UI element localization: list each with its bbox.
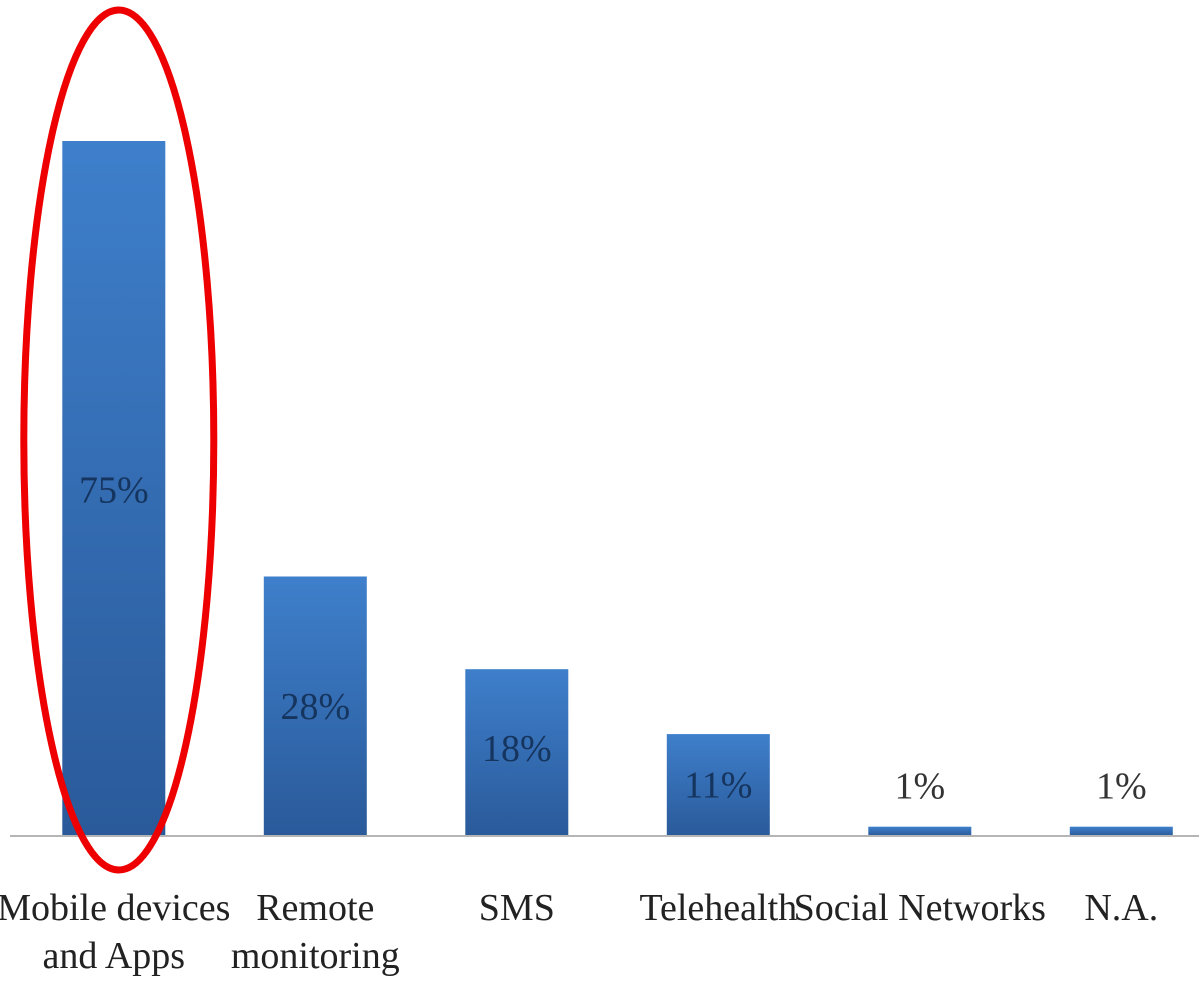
category-tick-label: Social Networks — [794, 887, 1046, 929]
bar-value-label: 11% — [684, 764, 752, 806]
bars-layer — [62, 141, 1173, 836]
bar — [465, 669, 569, 836]
bar — [263, 576, 367, 836]
bar-value-label: 1% — [1096, 766, 1147, 808]
category-tick-label: N.A. — [1084, 887, 1158, 929]
bar — [1069, 826, 1173, 836]
category-tick-label: Remote monitoring — [231, 887, 400, 977]
category-tick-label: Telehealth — [639, 887, 797, 929]
bar — [868, 826, 972, 836]
bar-value-label: 28% — [280, 686, 350, 728]
bar — [62, 141, 166, 836]
bar-value-label: 18% — [482, 728, 552, 770]
category-tick-label: SMS — [479, 887, 555, 929]
category-tick-label: Mobile devices and Apps — [0, 887, 230, 977]
bar — [666, 734, 770, 836]
bar-value-label: 1% — [894, 766, 945, 808]
bar-value-label: 75% — [79, 469, 149, 511]
highlight-ellipse — [20, 6, 218, 874]
highlight-layer — [20, 6, 218, 874]
value-labels-layer: 75% 28% 18% 11% 1% 1% — [79, 469, 1147, 807]
